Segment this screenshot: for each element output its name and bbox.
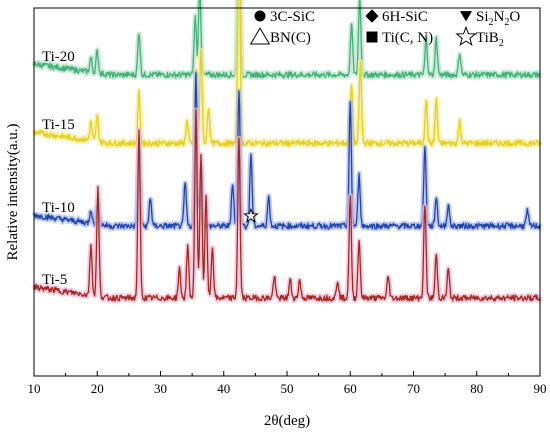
legend-symbol-triangle-open <box>249 27 271 45</box>
x-tick-label-80: 80 <box>470 381 483 396</box>
legend-label-3: Ti(C, N) <box>382 30 433 46</box>
x-tick-label-90: 90 <box>534 381 547 396</box>
series-ti-15-line <box>33 0 541 147</box>
legend-label-part: O <box>509 9 520 25</box>
series-ti-15 <box>31 0 543 149</box>
legend-label-part: N <box>494 9 505 25</box>
legend-symbol-circle <box>254 10 266 22</box>
x-tick-label-60: 60 <box>344 381 357 396</box>
series-ti-5-line <box>33 109 541 302</box>
legend-label-part: Si <box>476 9 489 25</box>
legend-label-part: TiB <box>476 30 499 46</box>
legend-label-4: Si2N2O <box>476 9 520 28</box>
series-label-ti-10: Ti-10 <box>42 200 75 216</box>
legend-item-4: Si2N2O <box>459 9 520 28</box>
legend-label-part: 2 <box>489 17 494 28</box>
legend-label-0: 3C-SiC <box>270 9 315 25</box>
x-tick-label-10: 10 <box>28 381 41 396</box>
series-label-ti-15: Ti-15 <box>42 117 75 133</box>
legend-symbol-star-open <box>455 25 477 47</box>
x-tick-label-40: 40 <box>217 381 230 396</box>
series-ti-10-line <box>33 72 541 230</box>
y-axis-label: Relative intensity(a.u.) <box>5 123 21 260</box>
plot-frame <box>33 7 541 377</box>
x-tick-label-50: 50 <box>281 381 294 396</box>
series-ti-20 <box>31 0 542 81</box>
legend-item-2: 6H-SiC <box>365 9 428 25</box>
legend-item-1: BN(C) <box>249 27 311 46</box>
series-ti-10 <box>31 70 543 232</box>
legend-item-3: Ti(C, N) <box>366 30 433 46</box>
legend-label-part: 2 <box>504 17 509 28</box>
legend-label-1: BN(C) <box>270 30 311 46</box>
series-ti-10-glow <box>31 70 543 232</box>
x-tick-label-70: 70 <box>407 381 420 396</box>
legend-item-0: 3C-SiC <box>254 9 315 25</box>
legend-symbol-diamond <box>365 9 379 23</box>
phase-markers <box>243 207 259 223</box>
legend-symbol-square <box>366 31 378 43</box>
marker-star-open-ti-10-15 <box>243 207 259 223</box>
series-layer <box>31 0 543 304</box>
series-ti-20-line <box>33 0 541 79</box>
series-label-ti-5: Ti-5 <box>42 272 67 288</box>
x-axis-ticks: 10 20 30 40 50 60 70 80 90 <box>28 371 547 396</box>
legend-symbol-triangle-down <box>459 11 473 22</box>
x-axis-label: 2θ(deg) <box>264 413 310 429</box>
x-tick-label-20: 20 <box>91 381 104 396</box>
legend-label-part: 2 <box>499 38 504 49</box>
legend-label-5: TiB2 <box>476 30 504 49</box>
series-ti-5 <box>31 107 543 304</box>
x-tick-label-30: 30 <box>154 381 167 396</box>
series-label-ti-20: Ti-20 <box>42 49 75 65</box>
legend-label-2: 6H-SiC <box>382 9 428 25</box>
legend-item-5: TiB2 <box>455 25 504 49</box>
